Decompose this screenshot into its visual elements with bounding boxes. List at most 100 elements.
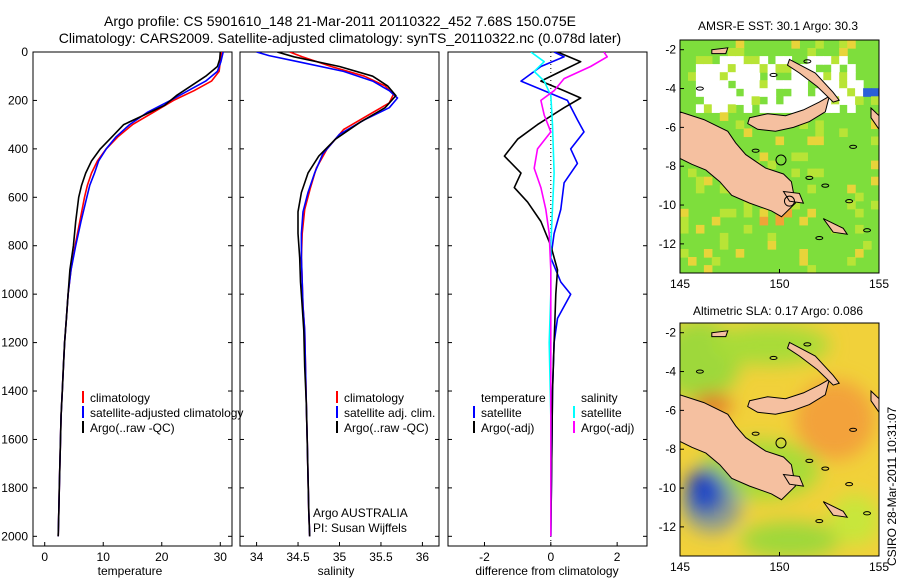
sst-cell bbox=[791, 40, 800, 49]
sst-ytick-label: -10 bbox=[659, 198, 677, 212]
reef-outline bbox=[695, 86, 704, 91]
argo-location-marker bbox=[775, 154, 787, 166]
sst-cell bbox=[791, 104, 800, 113]
sst-cell bbox=[751, 88, 761, 97]
sst-ytick-label: -12 bbox=[659, 237, 677, 251]
sst-cell bbox=[711, 96, 721, 105]
sst-cell bbox=[807, 56, 816, 65]
figure-title-line1: Argo profile: CS 5901610_148 21-Mar-2011… bbox=[104, 13, 576, 29]
sst-cell bbox=[855, 80, 864, 89]
sst-cell bbox=[815, 120, 824, 130]
reef-outline bbox=[821, 183, 830, 188]
sst-cell bbox=[767, 88, 777, 97]
sst-cell bbox=[871, 160, 879, 170]
sst-cell bbox=[767, 241, 777, 250]
sst-cell bbox=[791, 96, 800, 105]
temperature-xtick-label: 10 bbox=[97, 550, 111, 564]
reef-outline bbox=[695, 369, 704, 374]
depth-tick-label: 600 bbox=[8, 190, 28, 204]
salinity-series-argo bbox=[277, 52, 397, 537]
temperature-xtick-label: 20 bbox=[155, 550, 169, 564]
legend-title-salinity: salinity bbox=[581, 391, 618, 405]
temperature-xtick-label: 0 bbox=[41, 550, 48, 564]
sst-cell bbox=[767, 80, 777, 89]
sst-cell bbox=[703, 265, 713, 273]
sst-cell bbox=[735, 249, 745, 258]
sst-cell bbox=[767, 96, 777, 105]
timestamp-stamp: CSIRO 28-Mar-2011 10:31:07 bbox=[885, 406, 899, 566]
sst-cell bbox=[799, 216, 808, 226]
difference-xtick-label: 2 bbox=[614, 550, 621, 564]
depth-tick-label: 800 bbox=[8, 239, 28, 253]
sst-cell bbox=[711, 80, 721, 89]
sst-ytick-label: -8 bbox=[665, 159, 676, 173]
sst-cell bbox=[799, 120, 808, 130]
temperature-panel-frame bbox=[32, 51, 233, 547]
sla-ytick-label: -12 bbox=[659, 520, 677, 534]
sst-cell bbox=[775, 136, 785, 146]
sst-cell bbox=[719, 241, 729, 250]
sst-cell bbox=[847, 40, 856, 49]
salinity-xtick-label: 34.5 bbox=[286, 550, 310, 564]
salinity-annotation-line1: Argo AUSTRALIA bbox=[313, 506, 408, 520]
sla-ytick-label: -8 bbox=[665, 442, 676, 456]
depth-tick-label: 1000 bbox=[1, 287, 28, 301]
legend-label-satellite: satellite-adjusted climatology bbox=[90, 406, 243, 420]
sst-cell bbox=[839, 40, 848, 49]
sst-cell bbox=[847, 64, 856, 73]
reef-outline bbox=[769, 355, 778, 361]
sst-cell bbox=[743, 208, 753, 218]
reef-outline bbox=[815, 518, 824, 524]
sst-cell bbox=[703, 96, 713, 105]
sst-cell bbox=[743, 80, 753, 89]
sst-cell bbox=[735, 72, 745, 81]
reef-outline bbox=[805, 175, 814, 180]
sst-cell bbox=[759, 208, 769, 218]
temperature-legend: climatology satellite-adjusted climatolo… bbox=[82, 391, 243, 435]
sst-cell bbox=[847, 184, 856, 194]
sst-cell bbox=[847, 80, 856, 89]
argo-location-marker-2 bbox=[783, 195, 795, 207]
sla-axes: 145 150 155 -2 -4 -6 -8 -10 -12 bbox=[659, 326, 890, 574]
reef-outline bbox=[863, 511, 872, 516]
difference-series-t_argo bbox=[503, 52, 582, 537]
sst-cell bbox=[871, 200, 879, 210]
difference-legend: temperature satellite Argo(-adj) salinit… bbox=[473, 391, 634, 435]
sst-cell bbox=[727, 208, 737, 218]
sst-cell bbox=[791, 80, 800, 89]
sst-cell bbox=[695, 72, 705, 81]
manus-land bbox=[711, 47, 729, 55]
salinity-annotation-line2: PI: Susan Wijffels bbox=[313, 521, 407, 535]
sst-cell bbox=[807, 184, 816, 194]
sst-cell bbox=[807, 136, 816, 146]
sst-cell bbox=[767, 232, 777, 242]
reef-outline bbox=[849, 427, 858, 432]
new-britain-land bbox=[747, 378, 831, 415]
sst-cell bbox=[751, 96, 761, 105]
sst-cell bbox=[871, 96, 879, 105]
sst-map bbox=[680, 40, 879, 273]
sst-xtick-label: 145 bbox=[670, 277, 690, 291]
dentrecasteaux-land bbox=[782, 473, 805, 487]
sst-cell bbox=[871, 88, 879, 97]
sst-cell bbox=[688, 168, 697, 178]
sst-cell bbox=[719, 208, 729, 218]
temperature-xtick-label: 30 bbox=[214, 550, 228, 564]
sst-cell bbox=[743, 72, 753, 81]
sst-cell bbox=[855, 208, 864, 218]
sst-cell bbox=[807, 208, 816, 218]
sst-ytick-label: -4 bbox=[665, 82, 676, 96]
reef-outline bbox=[849, 144, 858, 149]
sst-cell bbox=[815, 128, 824, 138]
sst-ytick-label: -2 bbox=[665, 43, 676, 57]
sst-cell bbox=[807, 48, 816, 57]
sst-cell bbox=[871, 176, 879, 186]
sla-ytick-label: -10 bbox=[659, 481, 677, 495]
sst-cell bbox=[783, 96, 793, 105]
legend-label-climatology: climatology bbox=[344, 391, 404, 405]
depth-tick-label: 1600 bbox=[1, 432, 28, 446]
sst-cell bbox=[839, 72, 848, 81]
salinity-legend: climatology satellite adj. clim. Argo(..… bbox=[313, 391, 435, 535]
salinity-xtick-label: 34 bbox=[250, 550, 264, 564]
legend-label-climatology: climatology bbox=[90, 391, 150, 405]
